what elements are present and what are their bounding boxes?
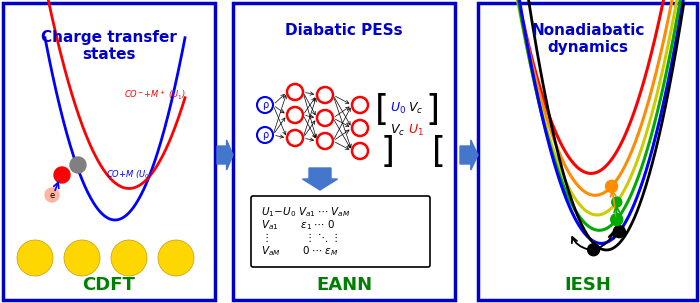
Circle shape (287, 107, 303, 123)
Text: e: e (50, 191, 55, 199)
Circle shape (70, 157, 86, 173)
Text: CDFT: CDFT (83, 276, 135, 294)
Text: [: [ (375, 93, 389, 127)
Circle shape (158, 240, 194, 276)
Text: ]: ] (425, 93, 439, 127)
Text: $V_{aM}\quad\quad\;0\;\cdots\;\varepsilon_M$: $V_{aM}\quad\quad\;0\;\cdots\;\varepsilo… (261, 244, 338, 258)
Circle shape (587, 244, 600, 256)
Circle shape (317, 87, 333, 103)
Circle shape (317, 133, 333, 149)
Circle shape (45, 188, 59, 202)
Circle shape (352, 120, 368, 136)
Text: $U_1\!-\!U_0\;V_{a1}\;\cdots\;V_{aM}$: $U_1\!-\!U_0\;V_{a1}\;\cdots\;V_{aM}$ (261, 205, 350, 219)
Circle shape (610, 214, 623, 225)
Text: [: [ (375, 131, 389, 165)
Text: Charge transfer
states: Charge transfer states (41, 30, 177, 62)
Text: EANN: EANN (316, 276, 372, 294)
Circle shape (54, 167, 70, 183)
Circle shape (257, 97, 273, 113)
Text: $V_c$: $V_c$ (408, 101, 424, 116)
Text: ρ: ρ (262, 130, 268, 140)
Text: ρ: ρ (262, 100, 268, 110)
Text: ]: ] (425, 131, 439, 165)
Circle shape (257, 127, 273, 143)
Text: Diabatic PESs: Diabatic PESs (285, 23, 402, 38)
Text: $V_{a1}\quad\quad\;\varepsilon_1\;\cdots\;0$: $V_{a1}\quad\quad\;\varepsilon_1\;\cdots… (261, 218, 335, 232)
Circle shape (287, 84, 303, 100)
Text: IESH: IESH (565, 276, 611, 294)
Text: $\vdots\quad\quad\quad\;\vdots\;\ddots\;\vdots$: $\vdots\quad\quad\quad\;\vdots\;\ddots\;… (261, 231, 339, 244)
Circle shape (287, 130, 303, 146)
Circle shape (352, 143, 368, 159)
FancyBboxPatch shape (478, 3, 697, 300)
Circle shape (352, 97, 368, 113)
Polygon shape (460, 140, 478, 170)
Text: $U_1$: $U_1$ (408, 123, 424, 138)
Text: CO$^-$+M$^+$ ($U_1$): CO$^-$+M$^+$ ($U_1$) (124, 88, 186, 102)
Circle shape (64, 240, 100, 276)
Circle shape (111, 240, 147, 276)
Text: $V_c$: $V_c$ (390, 123, 405, 138)
Text: CO+M ($U_0$): CO+M ($U_0$) (106, 169, 153, 181)
FancyBboxPatch shape (233, 3, 455, 300)
Text: $U_0$: $U_0$ (390, 101, 406, 116)
Circle shape (613, 226, 625, 238)
Circle shape (17, 240, 53, 276)
Circle shape (317, 110, 333, 126)
Polygon shape (302, 168, 337, 190)
FancyBboxPatch shape (3, 3, 215, 300)
Circle shape (606, 180, 617, 192)
Text: Nonadiabatic
dynamics: Nonadiabatic dynamics (531, 23, 645, 55)
FancyBboxPatch shape (251, 196, 430, 267)
Circle shape (612, 197, 622, 207)
Polygon shape (217, 140, 233, 170)
